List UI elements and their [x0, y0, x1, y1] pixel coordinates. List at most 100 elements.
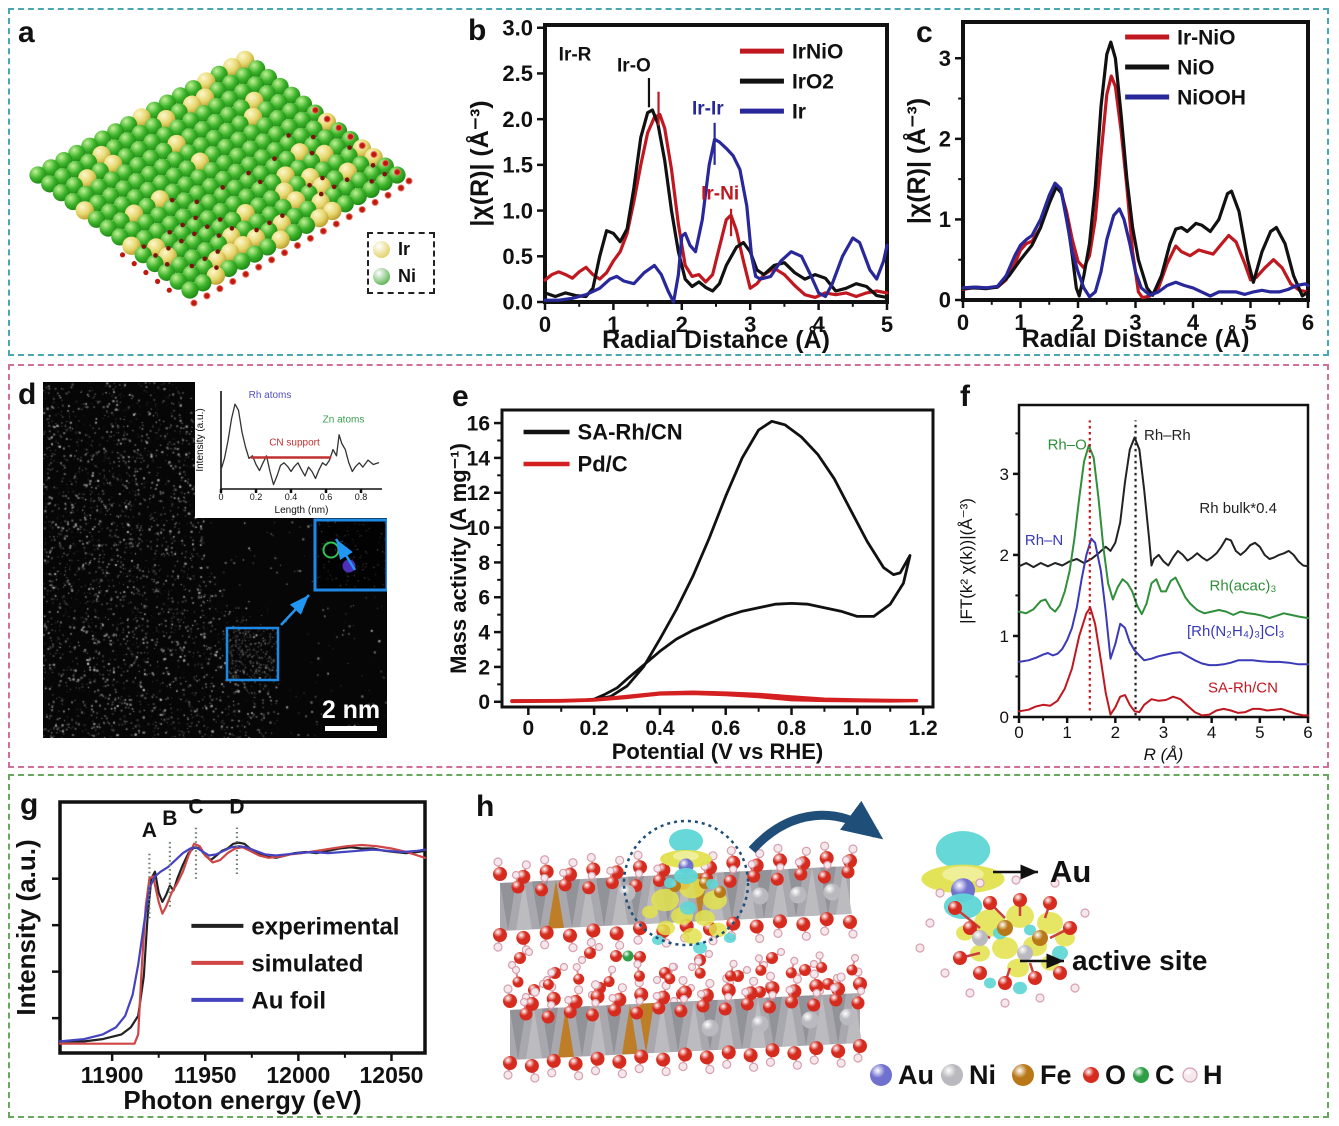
svg-text:Au: Au	[898, 1060, 934, 1090]
legend-label: Ir	[398, 239, 411, 259]
svg-text:0.2: 0.2	[580, 717, 609, 740]
svg-text:0.0: 0.0	[502, 290, 533, 315]
svg-text:|FT(k² χ(k))|(Å⁻³): |FT(k² χ(k))|(Å⁻³)	[957, 498, 976, 624]
svg-text:IrNiO: IrNiO	[792, 40, 843, 63]
svg-text:Fe: Fe	[1040, 1060, 1072, 1090]
svg-text:0: 0	[522, 717, 534, 740]
svg-text:11900: 11900	[81, 1062, 144, 1088]
svg-text:12050: 12050	[359, 1062, 423, 1088]
svg-text:3: 3	[744, 312, 756, 337]
svg-text:Ni: Ni	[969, 1060, 996, 1090]
svg-text:0.8: 0.8	[355, 492, 368, 502]
svg-text:6: 6	[478, 587, 490, 610]
svg-text:1: 1	[939, 207, 951, 232]
svg-text:B: B	[162, 807, 177, 830]
legend-item-ni: Ni	[373, 266, 429, 287]
svg-text:Intensity (a.u.): Intensity (a.u.)	[11, 839, 41, 1015]
svg-text:5: 5	[1244, 310, 1256, 335]
svg-text:6: 6	[1303, 723, 1312, 742]
svg-text:3.0: 3.0	[502, 15, 533, 40]
legend-item-ir: Ir	[373, 239, 429, 260]
svg-text:2.5: 2.5	[502, 61, 533, 86]
svg-text:Rh(acac)₃: Rh(acac)₃	[1209, 578, 1276, 595]
svg-text:0: 0	[1014, 723, 1023, 742]
svg-text:1: 1	[607, 312, 619, 337]
svg-text:0: 0	[218, 492, 223, 502]
svg-text:1.2: 1.2	[909, 717, 938, 740]
panel-label-c: c	[916, 16, 933, 49]
panel-a-legend: Ir Ni	[367, 232, 435, 294]
panel-label-e: e	[452, 380, 469, 413]
svg-text:12: 12	[467, 482, 490, 505]
svg-text:Au foil: Au foil	[251, 987, 326, 1014]
svg-text:IrO2: IrO2	[792, 70, 834, 93]
svg-text:2.0: 2.0	[502, 107, 533, 132]
svg-text:Pd/C: Pd/C	[578, 452, 628, 477]
svg-text:simulated: simulated	[251, 950, 363, 977]
panel-label-h: h	[476, 790, 495, 823]
svg-text:R (Å): R (Å)	[1144, 745, 1184, 764]
svg-text:0.5: 0.5	[502, 244, 533, 269]
svg-text:0.4: 0.4	[285, 492, 298, 502]
svg-text:NiO: NiO	[1177, 56, 1214, 79]
panel-label-f: f	[960, 380, 970, 413]
svg-text:Length (nm): Length (nm)	[275, 505, 329, 516]
svg-text:C: C	[188, 796, 203, 819]
svg-text:Ir-R: Ir-R	[559, 45, 592, 66]
panel-b-chart: 0 1 2 3 4 5 0.0 0.5 1.0 1.5 2.0 2.5 3.0 Ir-O Ir-Ir Ir-N…	[458, 12, 902, 354]
svg-text:Mass activity (A mg⁻¹): Mass activity (A mg⁻¹)	[446, 443, 471, 674]
svg-text:2: 2	[939, 127, 951, 152]
svg-text:Ir: Ir	[792, 100, 806, 123]
svg-text:Rh bulk*0.4: Rh bulk*0.4	[1199, 500, 1277, 517]
svg-text:A: A	[142, 819, 157, 842]
panel-label-a: a	[18, 16, 35, 49]
svg-text:Ir-Ir: Ir-Ir	[692, 99, 724, 120]
panel-label-d: d	[18, 378, 37, 411]
svg-text:5: 5	[1255, 723, 1264, 742]
panel-f-chart: 0 1 2 3 4 5 6 0 1 2 3 Rh–O Rh–Rh Rh–N Rh bulk*0.4 Rh(ac…	[948, 378, 1333, 766]
svg-text:2: 2	[676, 312, 688, 337]
svg-text:0.6: 0.6	[711, 717, 740, 740]
panel-e-chart: 0 0.2 0.4 0.6 0.8 1.0 1.2 0 2 4 6 8 10 12 14 16 SA-Rh/CN…	[446, 378, 942, 766]
ir-atom-icon	[373, 241, 390, 258]
svg-text:3: 3	[1000, 465, 1009, 484]
svg-text:Ir-O: Ir-O	[617, 56, 651, 77]
svg-text:2 nm: 2 nm	[322, 696, 380, 724]
svg-text:3: 3	[1129, 310, 1141, 335]
svg-text:1.0: 1.0	[502, 198, 533, 223]
svg-text:experimental: experimental	[251, 913, 399, 940]
svg-text:Ir-Ni: Ir-Ni	[701, 184, 739, 205]
svg-text:0.4: 0.4	[645, 717, 675, 740]
svg-text:0: 0	[478, 691, 490, 714]
svg-text:4: 4	[812, 312, 825, 337]
svg-text:5: 5	[881, 312, 893, 337]
panel-label-g: g	[20, 788, 39, 821]
svg-text:0: 0	[539, 312, 551, 337]
svg-text:3: 3	[1159, 723, 1168, 742]
svg-text:active site: active site	[1072, 945, 1207, 976]
svg-text:0: 0	[939, 288, 951, 313]
panel-a-atomic-model	[20, 22, 450, 347]
svg-text:Rh–O: Rh–O	[1048, 437, 1087, 454]
svg-text:16: 16	[467, 412, 490, 435]
panel-d-line-profile-inset: 0 0.2 0.4 0.6 0.8 Rh atoms Zn atoms CN support L…	[195, 382, 388, 518]
ni-atom-icon	[373, 268, 390, 285]
svg-text:1: 1	[1014, 310, 1026, 335]
panel-c-chart: 0 1 2 3 4 5 6 0 1 2 3 Ir-NiO NiO NiOOH Radial Distance…	[902, 12, 1335, 353]
svg-text:0: 0	[1000, 708, 1009, 727]
svg-text:SA-Rh/CN: SA-Rh/CN	[1208, 680, 1278, 697]
svg-text:CN support: CN support	[269, 437, 320, 448]
svg-text:Radial Distance (Å): Radial Distance (Å)	[602, 325, 830, 354]
svg-text:0: 0	[957, 310, 969, 335]
svg-text:2: 2	[1072, 310, 1084, 335]
svg-text:Zn atoms: Zn atoms	[323, 415, 365, 426]
svg-text:O: O	[1105, 1060, 1126, 1090]
svg-text:Photon energy (eV): Photon energy (eV)	[123, 1085, 361, 1115]
svg-text:0.2: 0.2	[250, 492, 263, 502]
svg-text:2: 2	[1111, 723, 1120, 742]
svg-text:0.6: 0.6	[320, 492, 333, 502]
svg-text:|χ(R)| (Å⁻³): |χ(R)| (Å⁻³)	[465, 100, 494, 226]
svg-text:1.5: 1.5	[502, 153, 533, 178]
